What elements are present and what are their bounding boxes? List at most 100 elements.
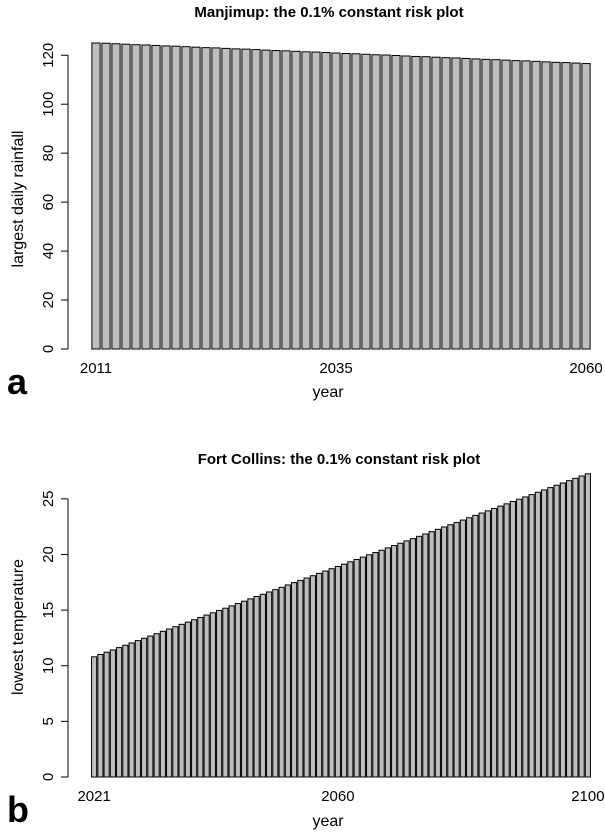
- y-tick-label-b-5: 5: [40, 717, 57, 725]
- bar-a-2012: [101, 42, 111, 350]
- bar-a-2054: [521, 60, 531, 350]
- y-tick-label-a-80: 80: [40, 145, 57, 162]
- bar-b-2087: [503, 503, 510, 778]
- bar-b-2033: [166, 628, 173, 778]
- bar-a-2047: [451, 57, 461, 350]
- bar-a-2031: [291, 50, 301, 350]
- y-tick-label-a-20: 20: [40, 292, 57, 309]
- bar-a-2013: [111, 43, 121, 350]
- bar-b-2046: [247, 598, 254, 778]
- bar-b-2079: [453, 521, 460, 778]
- bar-b-2091: [528, 494, 535, 778]
- bar-a-2023: [211, 47, 221, 350]
- bar-b-2066: [372, 552, 379, 778]
- bar-b-2045: [241, 600, 248, 778]
- bar-b-2029: [141, 637, 148, 778]
- bar-b-2078: [447, 524, 454, 778]
- y-axis-a: 0 20 40 60 80 100 120: [40, 43, 69, 353]
- bar-b-2082: [472, 514, 479, 778]
- bar-b-2073: [416, 535, 423, 778]
- bar-b-2025: [116, 647, 123, 778]
- bar-b-2021: [91, 656, 98, 778]
- bar-a-2041: [391, 54, 401, 350]
- bar-a-2038: [361, 53, 371, 350]
- bar-b-2098: [572, 477, 579, 778]
- bar-b-2083: [478, 512, 485, 778]
- bar-a-2039: [371, 54, 381, 350]
- bar-b-2063: [353, 558, 360, 778]
- bar-b-2051: [278, 586, 285, 778]
- x-tick-label-b-2100: 2100: [571, 788, 604, 805]
- bar-b-2092: [534, 491, 541, 778]
- bar-a-2020: [181, 46, 191, 350]
- bar-b-2058: [322, 570, 329, 778]
- bar-b-2064: [359, 556, 366, 778]
- y-axis-label-a: largest daily rainfall: [10, 131, 27, 268]
- bar-b-2096: [559, 482, 566, 778]
- y-tick-label-a-100: 100: [40, 92, 57, 117]
- y-axis-label-b: lowest temperature: [10, 559, 27, 695]
- bar-b-2090: [522, 496, 529, 778]
- y-tick-label-b-15: 15: [40, 602, 57, 619]
- x-tick-label-a-2060: 2060: [569, 360, 602, 377]
- bar-b-2053: [291, 582, 298, 778]
- bar-b-2099: [578, 475, 585, 778]
- bar-b-2031: [153, 633, 160, 778]
- bar-a-2043: [411, 55, 421, 350]
- bar-b-2050: [272, 589, 279, 778]
- bar-b-2034: [172, 626, 179, 778]
- bar-a-2028: [261, 49, 271, 350]
- bar-a-2048: [461, 57, 471, 350]
- chart-title-b: Fort Collins: the 0.1% constant risk plo…: [198, 451, 481, 468]
- bar-b-2093: [541, 489, 548, 778]
- bar-a-2017: [151, 44, 161, 350]
- x-axis-label-b: year: [312, 813, 344, 830]
- bar-b-2055: [303, 577, 310, 778]
- bar-a-2042: [401, 55, 411, 350]
- bars-b: [91, 473, 591, 778]
- bar-b-2076: [434, 528, 441, 778]
- bar-b-2024: [109, 649, 116, 778]
- bar-a-2046: [441, 57, 451, 350]
- bar-a-2053: [511, 60, 521, 350]
- bar-b-2035: [178, 623, 185, 778]
- x-axis-label-a: year: [312, 384, 344, 401]
- bar-b-2023: [103, 651, 110, 778]
- bar-b-2081: [466, 517, 473, 778]
- bar-b-2038: [197, 616, 204, 778]
- bar-b-2036: [184, 621, 191, 778]
- y-tick-label-a-0: 0: [40, 345, 57, 353]
- bar-a-2022: [201, 47, 211, 350]
- bar-a-2033: [311, 51, 321, 350]
- y-tick-label-a-120: 120: [40, 43, 57, 68]
- bar-b-2084: [484, 510, 491, 778]
- bar-a-2032: [301, 51, 311, 350]
- x-tick-label-a-2011: 2011: [80, 360, 112, 377]
- bar-a-2052: [501, 59, 511, 350]
- x-axis-b: 2021 2060 2100: [77, 788, 604, 805]
- bar-b-2085: [491, 508, 498, 778]
- bar-a-2050: [481, 58, 491, 350]
- panel-letter-a: a: [7, 361, 28, 402]
- bar-b-2054: [297, 579, 304, 778]
- bar-a-2014: [121, 43, 131, 350]
- x-axis-a: 2011 2035 2060: [80, 360, 603, 377]
- bar-a-2016: [141, 44, 151, 350]
- bar-b-2060: [334, 565, 341, 778]
- bar-b-2059: [328, 568, 335, 778]
- bar-b-2071: [403, 540, 410, 778]
- bar-b-2070: [397, 542, 404, 778]
- bar-b-2028: [134, 640, 141, 778]
- bar-a-2057: [551, 61, 561, 350]
- bar-a-2025: [231, 48, 241, 350]
- y-tick-label-b-0: 0: [40, 773, 57, 781]
- bar-b-2086: [497, 505, 504, 778]
- y-tick-label-b-20: 20: [40, 546, 57, 563]
- bar-a-2051: [491, 59, 501, 350]
- bar-a-2058: [561, 62, 571, 350]
- x-tick-label-b-2060: 2060: [321, 788, 354, 805]
- bar-b-2075: [428, 531, 435, 778]
- bar-a-2040: [381, 54, 391, 350]
- bar-a-2037: [351, 53, 361, 350]
